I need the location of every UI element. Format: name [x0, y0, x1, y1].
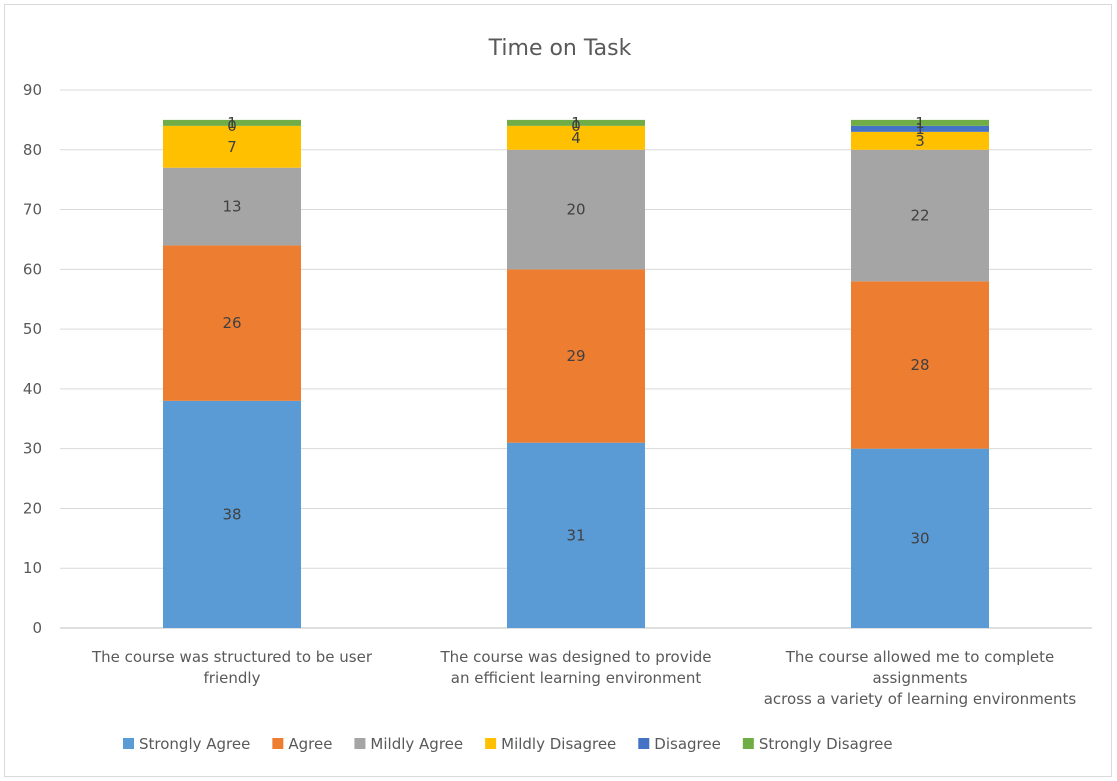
data-label: 29 [566, 347, 585, 365]
legend-label: Strongly Disagree [759, 735, 893, 753]
legend-swatch [638, 738, 650, 749]
bar-segment [507, 149, 645, 270]
y-tick-label-0: 0 [32, 619, 42, 637]
legend: Strongly Agree Agree Mildly Agree Mildly Di… [123, 735, 893, 753]
y-tick-label-70: 70 [23, 201, 42, 219]
legend-item: Mildly Agree [354, 735, 463, 753]
x-category-label: an efficient learning environment [451, 669, 702, 687]
y-tick-label-80: 80 [23, 141, 42, 159]
y-tick-label-40: 40 [23, 380, 42, 398]
y-tick-label-30: 30 [23, 440, 42, 458]
legend-swatch [123, 738, 134, 749]
data-label: 3 [915, 132, 925, 150]
x-category-label: The course was designed to provide [439, 648, 711, 666]
data-label: 0 [227, 117, 237, 135]
legend-item: Strongly Disagree [742, 735, 893, 753]
data-label: 1 [571, 114, 581, 132]
legend-swatch [272, 738, 284, 749]
legend-item: Disagree [638, 735, 721, 753]
bar-segment [851, 119, 989, 126]
legend-label: Mildly Agree [370, 735, 463, 753]
data-label: 7 [227, 138, 237, 156]
legend-item: Mildly Disagree [485, 735, 616, 753]
x-category-label: The course was structured to be user [91, 648, 373, 666]
bar-segment [507, 269, 645, 443]
y-tick-label-90: 90 [23, 81, 42, 99]
y-tick-label-50: 50 [23, 320, 42, 338]
data-label: 20 [566, 201, 585, 219]
legend-item: Strongly Agree [123, 735, 250, 753]
data-label: 1 [915, 120, 925, 138]
legend-swatch [354, 738, 366, 749]
data-label: 0 [571, 117, 581, 135]
data-label: 26 [222, 314, 241, 332]
data-label: 1 [227, 114, 237, 132]
data-label: 22 [910, 207, 929, 225]
bars [163, 119, 989, 628]
y-tick-label-60: 60 [23, 260, 42, 278]
x-category-label: across a variety of learning environment… [764, 690, 1077, 708]
bar-segment [851, 125, 989, 132]
legend-label: Mildly Disagree [501, 735, 616, 753]
x-category-label: assignments [872, 669, 967, 687]
legend-label: Disagree [654, 735, 721, 753]
data-label: 1 [915, 114, 925, 132]
bar-segment [163, 167, 301, 246]
bar-segment [163, 245, 301, 401]
legend-item: Agree [272, 735, 332, 753]
bar-segment [851, 281, 989, 449]
data-label: 31 [566, 526, 585, 544]
bar-segment [507, 442, 645, 628]
data-label: 30 [910, 529, 929, 547]
bar-segment [851, 131, 989, 150]
chart-title: Time on Task [488, 36, 632, 61]
x-category-label: The course allowed me to complete [785, 648, 1055, 666]
y-tick-label-20: 20 [23, 499, 42, 517]
legend-swatch [485, 738, 497, 749]
data-label: 28 [910, 356, 929, 374]
bar-segment [163, 119, 301, 126]
data-label: 13 [222, 198, 241, 216]
y-tick-label-10: 10 [23, 559, 42, 577]
bar-segment [163, 400, 301, 628]
legend-label: Agree [288, 735, 332, 753]
legend-swatch [742, 738, 754, 749]
data-label: 4 [571, 129, 581, 147]
x-category-label: friendly [204, 669, 261, 687]
bar-segment [163, 125, 301, 168]
bar-segment [851, 448, 989, 628]
bar-segment [507, 125, 645, 150]
bar-segment [507, 119, 645, 126]
legend-label: Strongly Agree [139, 735, 250, 753]
data-label: 38 [222, 505, 241, 523]
bar-segment [851, 149, 989, 282]
